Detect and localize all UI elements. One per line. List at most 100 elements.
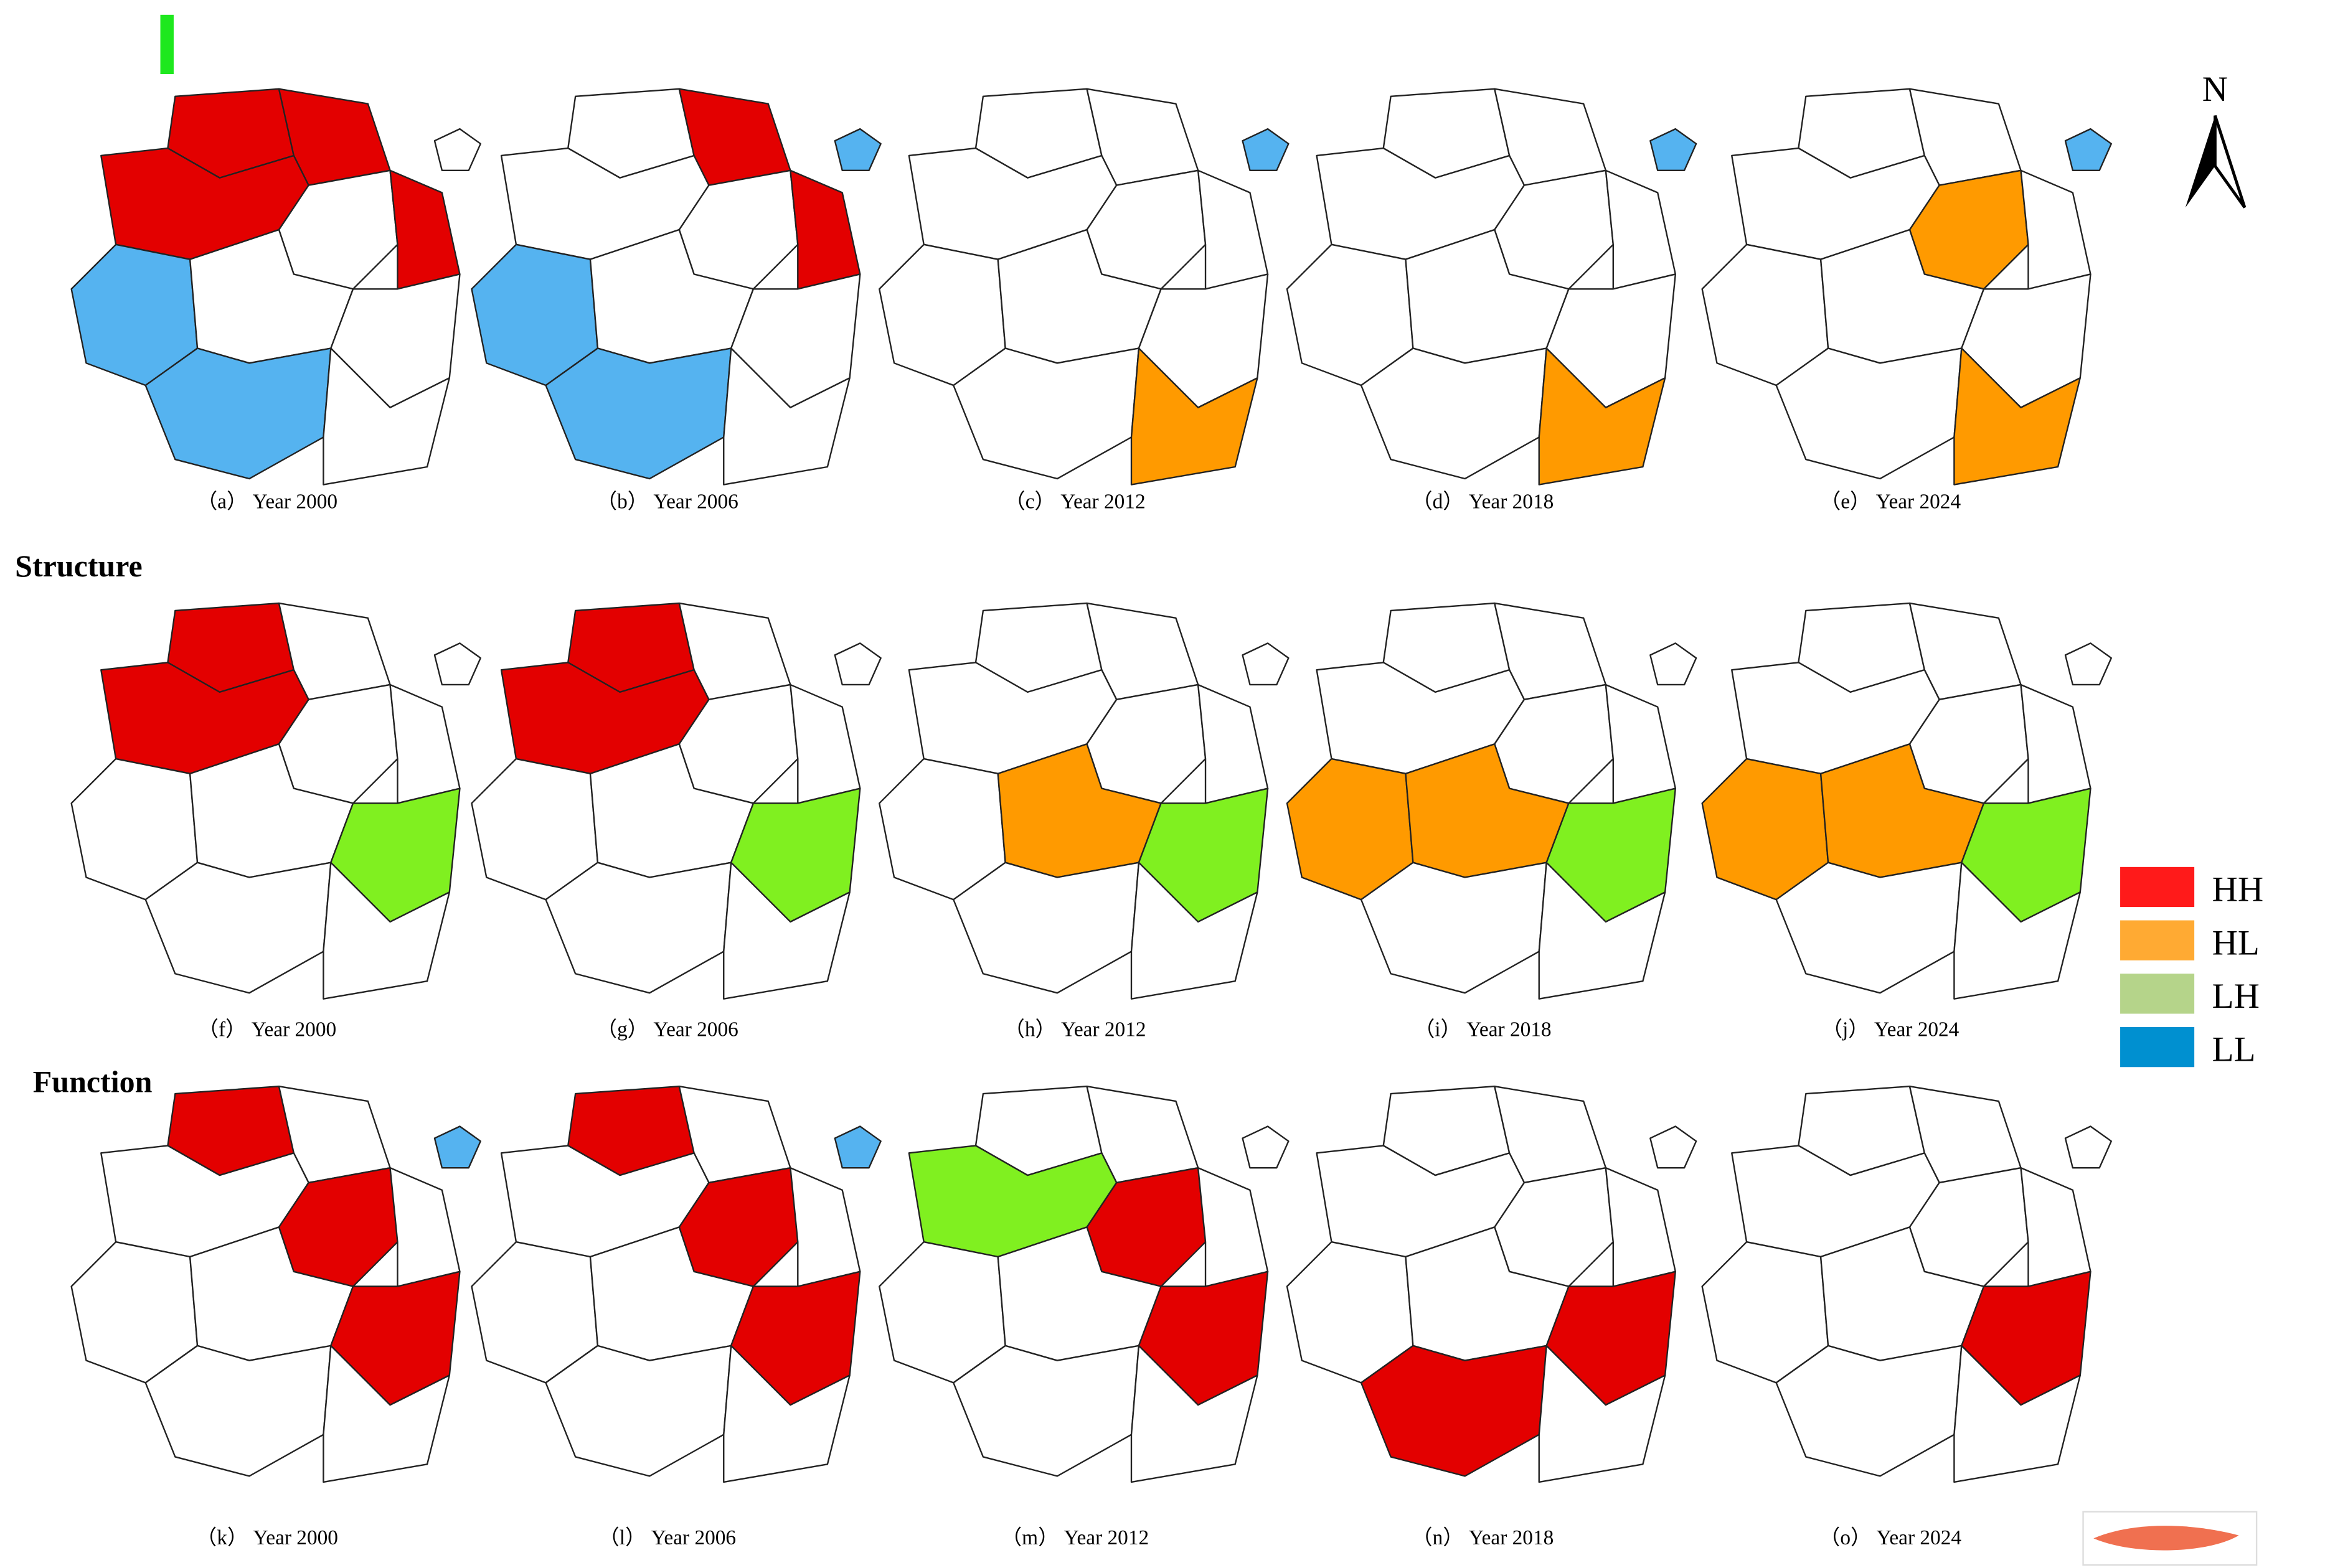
region (144, 861, 332, 994)
region (834, 1125, 882, 1169)
map-panel (1286, 602, 1697, 1000)
region (1538, 861, 1666, 1000)
region (144, 1345, 332, 1477)
region (389, 169, 461, 290)
region (1775, 861, 1963, 994)
region (2064, 1125, 2112, 1169)
region (723, 861, 851, 1000)
panel-caption: （i） Year 2018 (1414, 1018, 1552, 1041)
map-panel (1701, 602, 2112, 1000)
panel-caption: （j） Year 2024 (1822, 1018, 1960, 1041)
panel-caption: （c） Year 2012 (1004, 491, 1145, 514)
region (433, 1125, 481, 1169)
map-panel (70, 88, 481, 486)
region (1605, 683, 1676, 804)
map-panel (70, 1086, 481, 1483)
region (1130, 347, 1258, 486)
region (2064, 128, 2112, 171)
region (1242, 128, 1290, 171)
region (1953, 861, 2081, 1000)
legend-swatch (2120, 920, 2195, 960)
panel-caption: （o） Year 2024 (1819, 1526, 1961, 1549)
panel-caption: （l） Year 2006 (598, 1526, 736, 1549)
legend-label: LL (2212, 1030, 2256, 1069)
region (1649, 1125, 1697, 1169)
region (790, 1167, 861, 1287)
region (1649, 642, 1697, 686)
region (545, 861, 732, 994)
region (723, 347, 851, 486)
region (433, 642, 481, 686)
panel-caption: （a） Year 2000 (197, 491, 337, 514)
map-panel (471, 1086, 882, 1483)
north-arrow: N (2185, 70, 2247, 209)
region (433, 128, 481, 171)
panel-caption: （e） Year 2024 (1820, 491, 1961, 514)
row-label: Function (33, 1064, 153, 1099)
region (545, 347, 732, 480)
region (545, 1345, 732, 1477)
legend-swatch (2120, 866, 2195, 908)
panel-caption: （k） Year 2000 (196, 1526, 338, 1549)
region (1242, 642, 1290, 686)
region (1360, 1345, 1547, 1477)
region (2020, 1167, 2092, 1287)
region (1953, 1345, 2081, 1483)
legend-swatch (2120, 974, 2195, 1014)
legend-label: HL (2212, 923, 2260, 962)
region (1197, 169, 1269, 290)
region (1538, 347, 1666, 486)
legend-label: HH (2212, 870, 2264, 909)
region (323, 861, 450, 1000)
region (1605, 1167, 1676, 1287)
region (1953, 347, 2081, 486)
map-panel (70, 602, 481, 1000)
map-panel (879, 1086, 1290, 1483)
map-panel (1701, 1086, 2112, 1483)
region (1360, 861, 1547, 994)
region (144, 347, 332, 480)
region (790, 683, 861, 804)
region (1775, 347, 1963, 480)
row-label: Structure (15, 548, 143, 583)
panel-caption: （m） Year 2012 (1001, 1526, 1149, 1549)
map-panel (879, 602, 1290, 1000)
region (723, 1345, 851, 1483)
region (834, 642, 882, 686)
region (323, 347, 450, 486)
thumbnail (2082, 1511, 2258, 1566)
region (1130, 861, 1258, 1000)
map-panel (471, 602, 882, 1000)
map-panel (1286, 88, 1697, 486)
map-panel (471, 88, 882, 486)
region (2064, 642, 2112, 686)
map-panel (1701, 88, 2112, 486)
legend-label: LH (2212, 977, 2260, 1016)
region (1775, 1345, 1963, 1477)
region (1197, 683, 1269, 804)
panel-caption: （h） Year 2012 (1004, 1018, 1146, 1041)
panel-caption: （n） Year 2018 (1412, 1526, 1554, 1549)
north-label: N (2202, 70, 2228, 109)
panel-caption: （g） Year 2006 (597, 1018, 738, 1041)
panel-caption: （f） Year 2000 (198, 1018, 337, 1041)
region (953, 861, 1140, 994)
map-panel (1286, 1086, 1697, 1483)
region (1538, 1345, 1666, 1483)
region (2020, 169, 2092, 290)
region (1197, 1167, 1269, 1287)
region (2020, 683, 2092, 804)
region (389, 1167, 461, 1287)
region (389, 683, 461, 804)
map-panel (879, 88, 1290, 486)
region (953, 347, 1140, 480)
marker (160, 14, 174, 75)
panel-caption: （b） Year 2006 (597, 491, 738, 514)
legend-swatch (2120, 1026, 2195, 1068)
panel-caption: （d） Year 2018 (1412, 491, 1554, 514)
region (1649, 128, 1697, 171)
region (1242, 1125, 1290, 1169)
region (323, 1345, 450, 1483)
region (790, 169, 861, 290)
